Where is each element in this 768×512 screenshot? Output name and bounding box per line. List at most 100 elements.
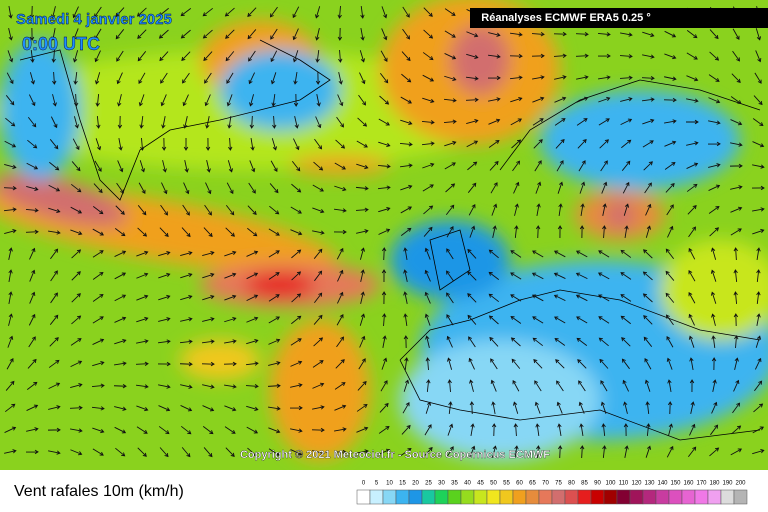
wind-arrow [180, 317, 193, 322]
wind-arrow [399, 163, 413, 168]
wind-arrow [357, 380, 367, 391]
wind-arrow [73, 50, 79, 63]
wind-arrow [246, 316, 259, 323]
wind-arrow [160, 94, 167, 107]
wind-arrow [49, 314, 59, 325]
wind-arrow [710, 269, 717, 282]
wind-arrow [312, 184, 324, 192]
wind-arrow [731, 73, 741, 83]
wind-arrow [686, 183, 698, 192]
wind-arrow [378, 141, 391, 148]
wind-arrow [268, 338, 281, 345]
wind-arrow [534, 380, 542, 392]
legend-level: 65 [529, 481, 536, 487]
wind-arrow [642, 140, 654, 148]
wind-arrow [512, 401, 519, 414]
wind-arrow [94, 28, 102, 40]
wind-arrow [424, 291, 431, 304]
wind-arrow [730, 96, 742, 104]
wind-arrow [179, 361, 193, 367]
wind-arrow [423, 205, 434, 215]
wind-arrow [202, 272, 215, 279]
wind-arrow [403, 291, 408, 304]
legend-level: 10 [386, 481, 393, 487]
wind-arrow [666, 357, 673, 370]
wind-arrow [401, 73, 412, 83]
wind-arrow [729, 163, 743, 169]
wind-arrow [338, 72, 343, 85]
wind-arrow [425, 357, 430, 371]
wind-arrow [290, 428, 303, 433]
legend-level: 45 [477, 481, 484, 487]
wind-arrow [644, 358, 652, 370]
wind-arrow [137, 29, 147, 39]
wind-arrow [689, 357, 694, 370]
wind-arrow [578, 160, 586, 172]
wind-arrow [554, 118, 566, 126]
wind-arrow [666, 204, 674, 216]
wind-arrow [333, 229, 347, 235]
wind-arrow [314, 138, 323, 150]
wind-arrow [664, 140, 677, 147]
wind-arrow [579, 423, 584, 436]
wind-arrow [752, 207, 765, 212]
wind-arrow [690, 401, 695, 414]
copyright: Copyright © 2021 Meteociel.fr - Source C… [240, 449, 550, 461]
wind-arrow [403, 269, 408, 282]
wind-arrow [159, 51, 169, 62]
wind-arrow [732, 28, 740, 40]
wind-arrow [28, 336, 36, 348]
wind-arrow [26, 162, 39, 170]
legend-level: 150 [670, 481, 681, 487]
wind-arrow [421, 141, 435, 146]
wind-arrow [355, 207, 369, 212]
wind-arrow [558, 203, 563, 216]
wind-arrow [732, 402, 741, 414]
wind-arrow [48, 230, 61, 235]
wind-arrow [602, 203, 607, 216]
wind-arrow [248, 72, 256, 85]
wind-arrow [535, 423, 540, 437]
wind-arrow [467, 248, 477, 259]
legend-swatch [707, 489, 722, 505]
legend-swatch [369, 489, 384, 505]
wind-arrow [269, 6, 278, 18]
wind-arrow [553, 250, 566, 258]
wind-arrow [137, 205, 147, 216]
wind-arrow [180, 272, 193, 279]
wind-arrow [180, 251, 193, 256]
wind-arrow [470, 423, 475, 436]
wind-arrow [488, 271, 500, 280]
wind-arrow [510, 316, 522, 324]
wind-arrow [752, 228, 765, 235]
wind-arrow [224, 316, 237, 323]
wind-arrow [378, 206, 391, 213]
wind-arrow [444, 140, 457, 147]
wind-arrow [643, 161, 653, 171]
wind-arrow [138, 94, 145, 107]
legend-level: 0 [362, 481, 366, 487]
wind-arrow [509, 32, 523, 37]
wind-arrow [70, 428, 83, 433]
wind-arrow [96, 115, 101, 129]
wind-arrow [246, 294, 259, 302]
legend-swatch [395, 489, 410, 505]
legend-level: 30 [438, 481, 445, 487]
wind-arrow [70, 183, 82, 193]
legend-swatch [408, 489, 423, 505]
wind-arrow [267, 383, 281, 388]
wind-arrow [202, 294, 215, 301]
wind-arrow [70, 360, 83, 368]
wind-arrow [92, 294, 104, 302]
wind-arrow [645, 225, 652, 238]
wind-arrow [509, 53, 523, 59]
wind-arrow [26, 427, 39, 432]
wind-arrow [247, 7, 257, 17]
wind-arrow [425, 335, 430, 348]
wind-arrow [553, 294, 566, 302]
wind-arrow [51, 6, 56, 19]
wind-arrow [246, 272, 259, 280]
wind-arrow [29, 5, 35, 19]
legend-swatch [538, 489, 553, 505]
wind-arrow [535, 225, 541, 239]
